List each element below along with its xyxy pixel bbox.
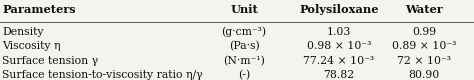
Text: 0.98 × 10⁻³: 0.98 × 10⁻³ bbox=[307, 41, 371, 51]
Text: 1.03: 1.03 bbox=[327, 27, 351, 37]
Text: (Pa·s): (Pa·s) bbox=[229, 41, 259, 52]
Text: 0.99: 0.99 bbox=[412, 27, 436, 37]
Text: 78.82: 78.82 bbox=[323, 70, 355, 80]
Text: (g·cm⁻³): (g·cm⁻³) bbox=[221, 27, 267, 37]
Text: 0.89 × 10⁻³: 0.89 × 10⁻³ bbox=[392, 41, 456, 51]
Text: Unit: Unit bbox=[230, 4, 258, 15]
Text: Surface tension-to-viscosity ratio η/γ: Surface tension-to-viscosity ratio η/γ bbox=[2, 70, 203, 80]
Text: 80.90: 80.90 bbox=[409, 70, 440, 80]
Text: Density: Density bbox=[2, 27, 44, 37]
Text: Surface tension γ: Surface tension γ bbox=[2, 56, 99, 66]
Text: Water: Water bbox=[405, 4, 443, 15]
Text: 72 × 10⁻³: 72 × 10⁻³ bbox=[397, 56, 451, 66]
Text: (-): (-) bbox=[238, 70, 250, 80]
Text: Parameters: Parameters bbox=[2, 4, 76, 15]
Text: (N·m⁻¹): (N·m⁻¹) bbox=[223, 56, 265, 66]
Text: Polysiloxane: Polysiloxane bbox=[299, 4, 379, 15]
Text: Viscosity η: Viscosity η bbox=[2, 41, 61, 51]
Text: 77.24 × 10⁻³: 77.24 × 10⁻³ bbox=[303, 56, 374, 66]
